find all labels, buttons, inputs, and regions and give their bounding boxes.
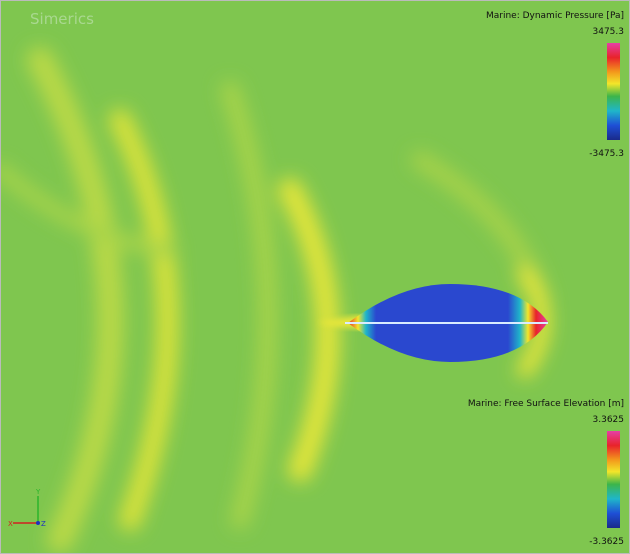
- axis-label: Y: [35, 488, 41, 496]
- legend-max: 3.3625: [593, 415, 625, 425]
- axis-label: X: [8, 520, 13, 528]
- legend-title: Marine: Dynamic Pressure [Pa]: [486, 11, 624, 21]
- axis-triad: Y X Z: [8, 488, 46, 528]
- legend-max: 3475.3: [593, 27, 625, 37]
- legend-title: Marine: Free Surface Elevation [m]: [468, 399, 624, 409]
- ship-hull: [318, 284, 548, 362]
- logo: Simerics: [30, 10, 94, 28]
- color-bar: [607, 431, 620, 528]
- legend-min: -3.3625: [589, 537, 624, 547]
- legend-min: -3475.3: [589, 149, 624, 159]
- axis-label: Z: [41, 520, 46, 528]
- color-bar: [607, 43, 620, 140]
